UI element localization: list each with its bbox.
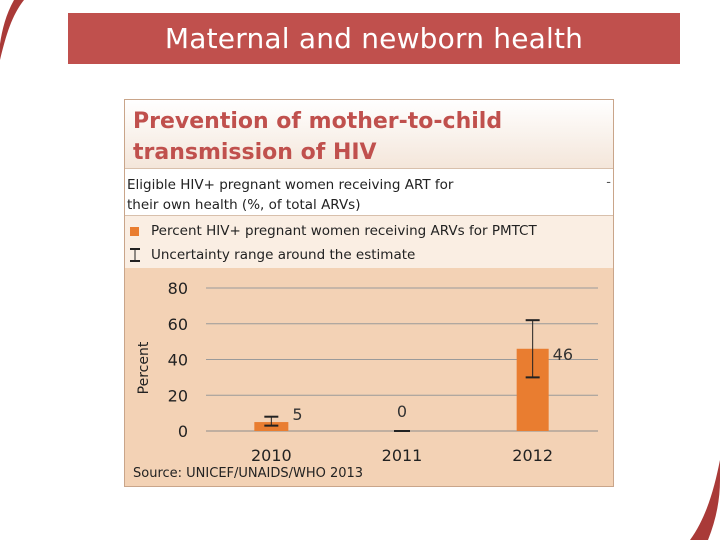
y-tick-label-0: 0: [178, 422, 188, 441]
legend-item-uncertainty: Uncertainty range around the estimate: [129, 244, 415, 266]
legend-swatch-icon: [130, 226, 139, 236]
chart-subtitle-line-2: their own health (%, of total ARVs): [127, 197, 361, 213]
corner-swoosh-bottom-right: [690, 460, 720, 540]
slide-title: Maternal and newborn health: [68, 13, 680, 64]
y-tick-label-60: 60: [168, 315, 188, 334]
data-label-2011: 0: [397, 402, 407, 421]
bar-chart: 0 20 40 60 80 5 2010 0 2011 46 2012 Percent: [136, 279, 598, 465]
y-tick-label-20: 20: [168, 386, 188, 405]
chart-source: Source: UNICEF/UNAIDS/WHO 2013: [133, 466, 364, 481]
data-label-2010: 5: [292, 405, 302, 424]
chart-legend: Percent HIV+ pregnant women receiving AR…: [125, 216, 613, 268]
chart-subtitle: Eligible HIV+ pregnant women receiving A…: [127, 175, 597, 215]
panel-title: Prevention of mother-to-child transmissi…: [133, 109, 503, 165]
chart-subtitle-line-1: Eligible HIV+ pregnant women receiving A…: [127, 177, 454, 193]
corner-swoosh-top-left: [0, 0, 24, 60]
x-tick-label-2010: 2010: [251, 446, 292, 465]
chart-panel: Prevention of mother-to-child transmissi…: [124, 99, 614, 487]
subtitle-marker: -: [606, 175, 611, 190]
y-tick-label-80: 80: [168, 279, 188, 298]
x-tick-label-2011: 2011: [382, 446, 423, 465]
legend-label-uncertainty: Uncertainty range around the estimate: [151, 247, 416, 263]
y-axis-label: Percent: [136, 341, 152, 394]
data-label-2012: 46: [553, 345, 573, 364]
legend-label-series: Percent HIV+ pregnant women receiving AR…: [151, 223, 537, 239]
legend-item-series: Percent HIV+ pregnant women receiving AR…: [129, 220, 537, 242]
x-tick-label-2012: 2012: [512, 446, 553, 465]
chart-subtitle-box: Eligible HIV+ pregnant women receiving A…: [125, 168, 613, 216]
uncertainty-range-icon: [130, 248, 140, 262]
panel-header: Prevention of mother-to-child transmissi…: [125, 100, 613, 168]
y-tick-label-40: 40: [168, 351, 188, 370]
